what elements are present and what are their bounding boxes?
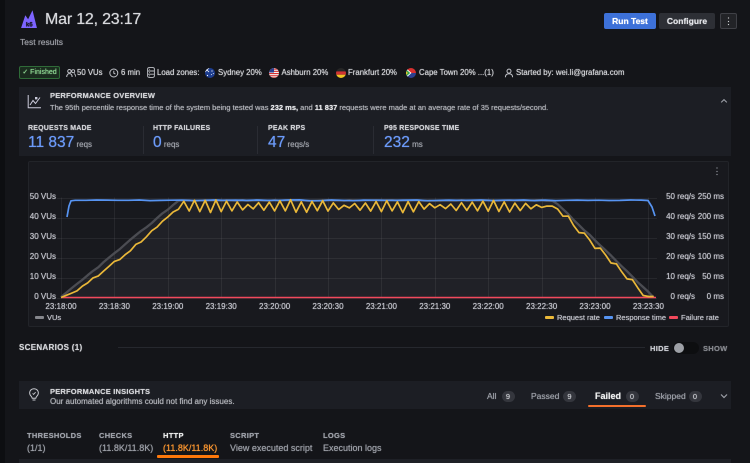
svg-text:k6: k6 (26, 22, 33, 28)
